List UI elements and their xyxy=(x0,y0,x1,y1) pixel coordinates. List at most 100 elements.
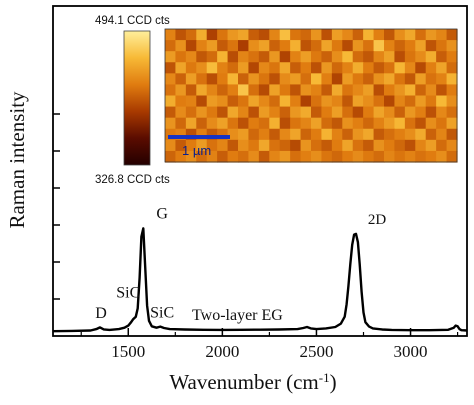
heatmap-cell xyxy=(352,128,364,141)
heatmap-cell xyxy=(206,117,218,130)
heatmap-cell xyxy=(331,106,343,119)
heatmap-cell xyxy=(394,139,406,152)
heatmap-cell xyxy=(384,139,396,152)
heatmap-cell xyxy=(175,139,187,152)
heatmap-cell xyxy=(352,51,364,63)
heatmap-cell xyxy=(227,29,239,41)
heatmap-cell xyxy=(238,51,250,63)
heatmap-cell xyxy=(425,62,437,74)
heatmap-cell xyxy=(446,139,458,152)
heatmap-cell xyxy=(185,117,197,130)
heatmap-cell xyxy=(196,128,208,141)
colorbar xyxy=(123,30,151,166)
heatmap-cell xyxy=(238,62,250,74)
heatmap-cell xyxy=(415,128,427,141)
intensity-map-border xyxy=(164,28,458,163)
heatmap-cell xyxy=(196,150,208,163)
heatmap-cell xyxy=(436,150,448,163)
heatmap-cell xyxy=(404,73,416,86)
heatmap-cell xyxy=(446,73,458,86)
heatmap-cell xyxy=(196,106,208,119)
heatmap-cell xyxy=(300,95,312,108)
heatmap-cell xyxy=(384,84,396,97)
heatmap-cell xyxy=(436,73,448,86)
heatmap-cell xyxy=(300,51,312,63)
heatmap-cell xyxy=(363,106,375,119)
heatmap-cell xyxy=(290,73,302,86)
heatmap-cell xyxy=(217,40,229,52)
heatmap-cell xyxy=(269,95,281,108)
heatmap-cell xyxy=(206,84,218,97)
heatmap-cell xyxy=(363,117,375,130)
heatmap-cell xyxy=(404,128,416,141)
heatmap-cell xyxy=(227,117,239,130)
heatmap-cell xyxy=(238,150,250,163)
heatmap-cell xyxy=(425,95,437,108)
heatmap-cell xyxy=(165,139,177,152)
heatmap-cell xyxy=(217,62,229,74)
heatmap-cell xyxy=(321,29,333,41)
heatmap-cell xyxy=(300,128,312,141)
heatmap-cell xyxy=(321,95,333,108)
heatmap-cell xyxy=(331,73,343,86)
heatmap-cell xyxy=(258,40,270,52)
heatmap-cell xyxy=(196,117,208,130)
heatmap-cell xyxy=(342,150,354,163)
heatmap-cell xyxy=(269,40,281,52)
heatmap-cell xyxy=(394,84,406,97)
heatmap-cell xyxy=(227,139,239,152)
heatmap-cell xyxy=(258,84,270,97)
x-tick-label-1500: 1500 xyxy=(111,342,145,361)
heatmap-cell xyxy=(321,84,333,97)
heatmap-cell xyxy=(227,51,239,63)
heatmap-cell xyxy=(404,117,416,130)
heatmap-cell xyxy=(185,84,197,97)
heatmap-cell xyxy=(352,73,364,86)
heatmap-cell xyxy=(217,139,229,152)
heatmap-cell xyxy=(175,150,187,163)
heatmap-cell xyxy=(290,62,302,74)
heatmap-cell xyxy=(363,62,375,74)
heatmap-cell xyxy=(248,40,260,52)
heatmap-cell xyxy=(394,106,406,119)
heatmap-cell xyxy=(342,117,354,130)
heatmap-cell xyxy=(227,106,239,119)
heatmap-cell xyxy=(290,95,302,108)
heatmap-cell xyxy=(300,62,312,74)
heatmap-cell xyxy=(290,139,302,152)
heatmap-cell xyxy=(196,95,208,108)
heatmap-cell xyxy=(290,128,302,141)
heatmap-cell xyxy=(352,106,364,119)
heatmap-cell xyxy=(331,128,343,141)
heatmap-cell xyxy=(248,62,260,74)
heatmap-cell xyxy=(436,128,448,141)
heatmap-cell xyxy=(227,84,239,97)
heatmap-cell xyxy=(384,106,396,119)
heatmap-cell xyxy=(352,117,364,130)
heatmap-cell xyxy=(185,139,197,152)
heatmap-cell xyxy=(342,106,354,119)
heatmap-cell xyxy=(196,62,208,74)
heatmap-cell xyxy=(384,95,396,108)
heatmap-cell xyxy=(436,51,448,63)
heatmap-cell xyxy=(321,73,333,86)
heatmap-cell xyxy=(165,128,177,141)
heatmap-cell xyxy=(217,128,229,141)
heatmap-cell xyxy=(384,150,396,163)
heatmap-cell xyxy=(446,95,458,108)
heatmap-cell xyxy=(185,73,197,86)
heatmap-cell xyxy=(415,139,427,152)
scale-bar-label: 1 µm xyxy=(182,143,211,158)
heatmap-cell xyxy=(248,51,260,63)
heatmap-cell xyxy=(227,40,239,52)
heatmap-cell xyxy=(415,95,427,108)
heatmap-cell xyxy=(300,117,312,130)
heatmap-cell xyxy=(258,128,270,141)
heatmap-cell xyxy=(217,117,229,130)
heatmap-cell xyxy=(196,84,208,97)
heatmap-cell xyxy=(415,29,427,41)
heatmap-cell xyxy=(227,73,239,86)
heatmap-cell xyxy=(352,84,364,97)
heatmap-cell xyxy=(248,29,260,41)
